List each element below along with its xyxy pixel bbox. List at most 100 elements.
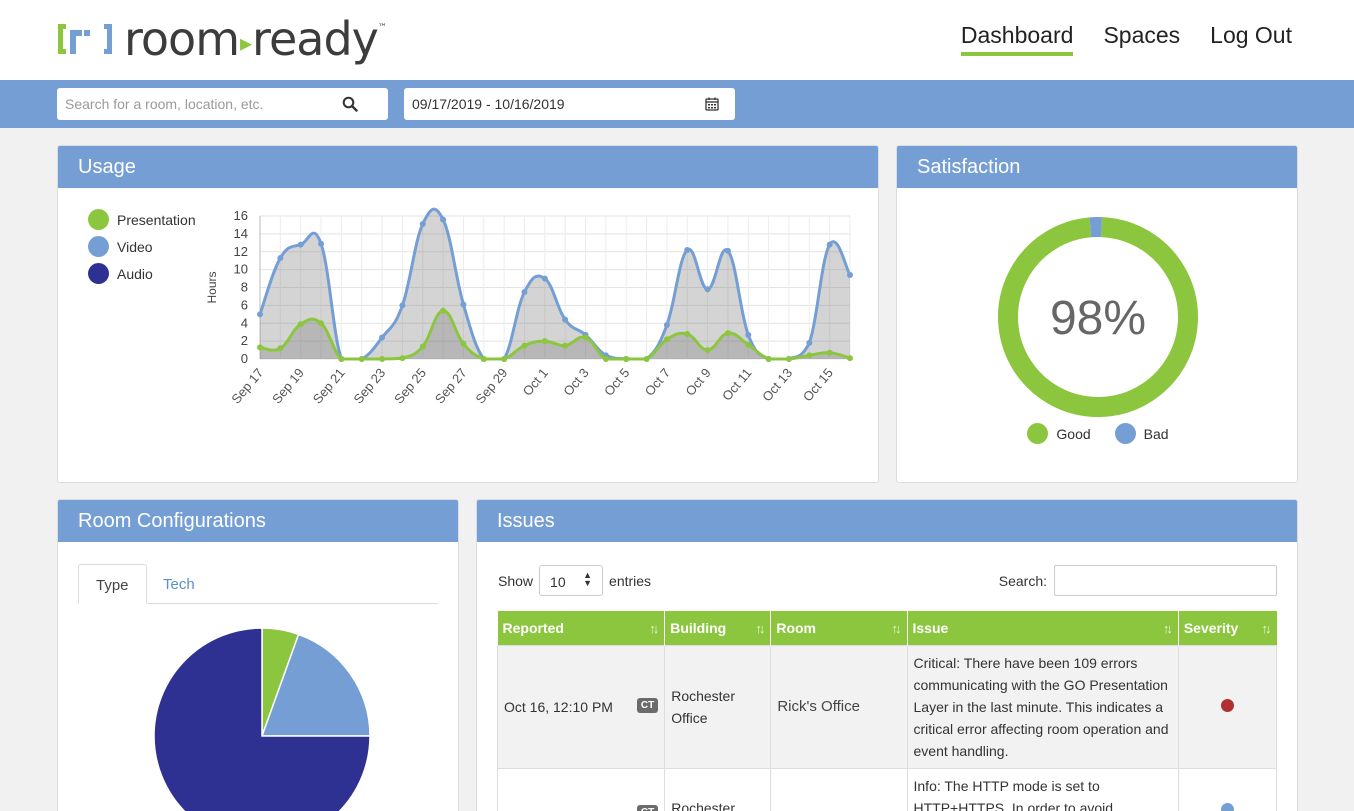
data-point[interactable] [704,347,711,354]
data-point[interactable] [257,344,263,351]
room-configurations-title: Room Configurations [58,500,458,542]
col-reported[interactable]: Reported ↑↓ [497,611,666,645]
data-point[interactable] [826,349,833,356]
cell-room: Rick's Office [770,644,908,769]
data-point[interactable] [785,356,792,362]
data-point[interactable] [338,356,345,362]
data-point[interactable] [847,271,853,278]
brand-name-left: room [124,12,240,66]
data-point[interactable] [562,316,569,323]
data-point[interactable] [582,334,589,341]
room-configurations-card: Room Configurations Type Tech [57,499,459,811]
data-point[interactable] [806,352,813,359]
data-point[interactable] [724,247,731,254]
data-point[interactable] [379,334,386,341]
data-point[interactable] [623,356,630,362]
data-point[interactable] [684,330,691,337]
data-point[interactable] [765,356,772,362]
entries-value: 10 [550,574,566,590]
data-point[interactable] [562,342,569,349]
data-point[interactable] [663,336,670,343]
satisfaction-card: Satisfaction 98% Good Bad [896,145,1298,483]
data-point[interactable] [399,355,406,362]
data-point[interactable] [806,339,813,346]
data-point[interactable] [318,320,325,327]
data-point[interactable] [379,356,386,362]
nav-spaces[interactable]: Spaces [1103,22,1181,48]
data-point[interactable] [847,355,853,362]
search-label: Search: [998,572,1047,589]
data-point[interactable] [297,241,304,248]
x-tick-label: Oct 3 [560,365,591,398]
x-tick-label: Sep 23 [350,365,388,406]
data-point[interactable] [277,345,284,352]
data-point[interactable] [745,331,752,338]
date-range-input[interactable] [404,88,735,120]
data-point[interactable] [358,356,365,362]
col-severity[interactable]: Severity ↑↓ [1178,611,1277,645]
data-point[interactable] [602,356,609,362]
cell-reported: Oct 16, 12:10 PM CT [496,644,666,769]
col-room[interactable]: Room ↑↓ [770,611,908,645]
col-building[interactable]: Building ↑↓ [664,611,772,645]
data-point[interactable] [318,240,325,247]
issues-search-input[interactable] [1054,565,1277,596]
data-point[interactable] [684,246,691,253]
data-point[interactable] [399,302,406,309]
legend-item-presentation[interactable]: Presentation [88,209,196,230]
data-point[interactable] [541,338,548,345]
legend-item-good[interactable]: Good [1027,423,1091,444]
data-point[interactable] [745,341,752,348]
calendar-icon[interactable] [705,97,719,111]
data-point[interactable] [440,307,447,314]
donut-slice-good[interactable] [998,217,1198,417]
data-point[interactable] [460,340,467,347]
data-point[interactable] [643,356,650,362]
data-point[interactable] [541,275,548,282]
data-point[interactable] [663,322,670,329]
data-point[interactable] [460,301,467,308]
room-config-tabs: Type Tech [78,564,438,604]
x-tick-label: Sep 17 [228,365,266,406]
pie-slice[interactable] [153,627,371,811]
data-point[interactable] [724,330,731,337]
legend-item-bad[interactable]: Bad [1114,423,1169,444]
data-point[interactable] [501,356,508,362]
room-search-input[interactable] [57,88,388,120]
data-point[interactable] [704,286,711,293]
legend-item-video[interactable]: Video [88,236,196,257]
brand-logo[interactable]: room▸ready™ [56,12,387,66]
table-row[interactable]: Oct 16, 12:10 PM CT Rochester Office Ric… [496,644,1278,769]
tab-tech[interactable]: Tech [163,576,195,593]
data-point[interactable] [521,288,528,295]
data-point[interactable] [257,311,263,318]
satisfaction-donut-chart: 98% [998,217,1198,417]
col-issue[interactable]: Issue ↑↓ [907,611,1179,645]
timezone-badge: CT [636,697,659,713]
data-point[interactable] [521,342,528,349]
room-config-pie-chart [153,627,371,811]
x-tick-label: Oct 11 [719,365,754,403]
y-axis-label: Hours [205,271,219,303]
nav-log-out[interactable]: Log Out [1210,22,1292,48]
usage-title: Usage [58,146,878,188]
data-point[interactable] [440,216,447,223]
legend-item-audio[interactable]: Audio [88,263,196,284]
search-icon[interactable] [342,96,358,112]
data-point[interactable] [297,321,304,328]
nav-dashboard[interactable]: Dashboard [960,22,1074,56]
table-row[interactable]: CT Rochester Info: The HTTP mode is set … [496,767,1278,811]
data-point[interactable] [419,221,426,228]
entries-select[interactable]: 10 ▲ ▼ [539,565,604,596]
x-tick-label: Sep 19 [269,365,307,406]
severity-critical-icon [1220,698,1234,712]
x-tick-label: Oct 7 [642,365,673,398]
pie-slice[interactable] [260,633,371,737]
data-point[interactable] [277,255,284,262]
y-tick-label: 10 [234,262,248,277]
issues-table: Reported ↑↓ Building ↑↓ Room ↑↓ Issue ↑↓ Sev… [496,611,1278,811]
tab-type[interactable]: Type [78,564,147,604]
data-point[interactable] [826,241,833,248]
data-point[interactable] [480,356,487,362]
data-point[interactable] [419,343,426,350]
